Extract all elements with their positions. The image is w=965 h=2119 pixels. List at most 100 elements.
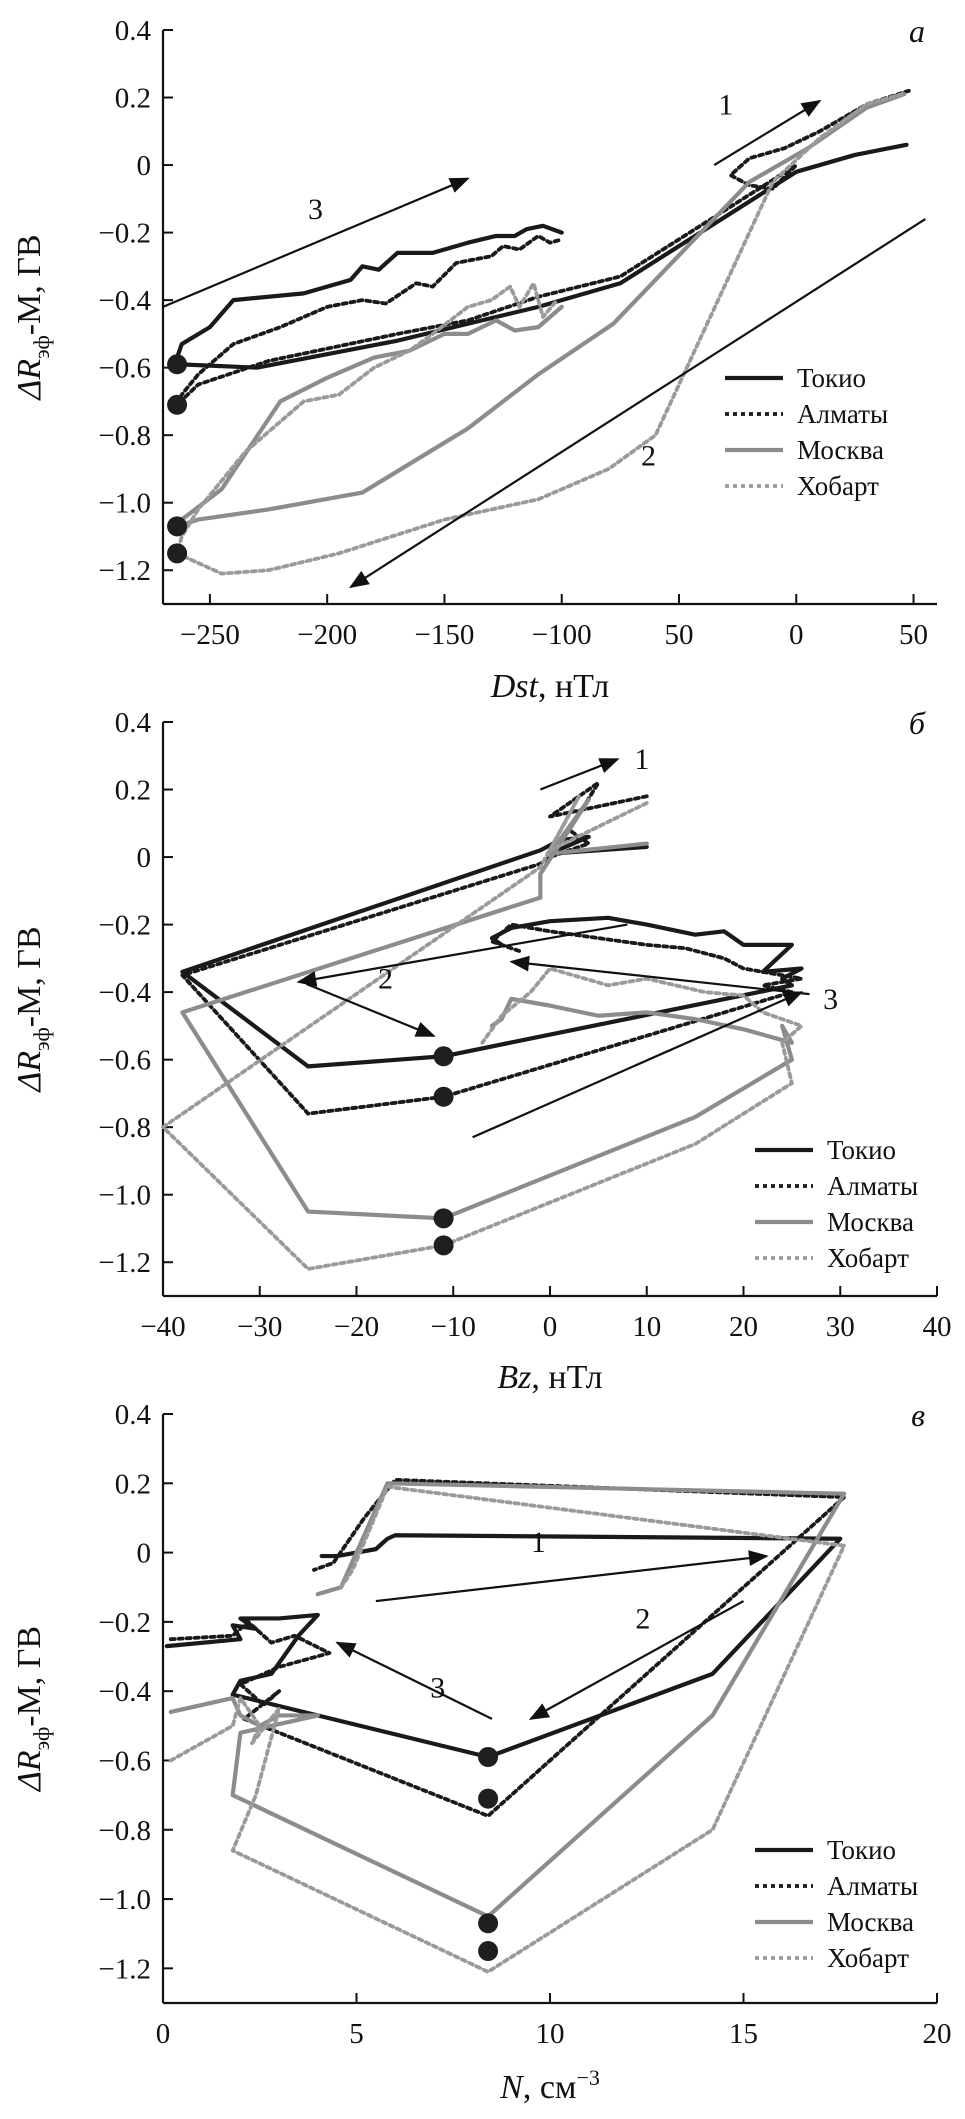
annotation-arrow <box>296 923 628 987</box>
x-tick-label: 0 <box>789 619 804 651</box>
x-tick-label: −200 <box>297 619 357 651</box>
legend-label: Москва <box>797 435 884 465</box>
y-axis-label-delta: ΔR <box>11 1750 48 1793</box>
x-tick-label: −30 <box>237 1311 282 1343</box>
series-line-3 <box>168 1484 847 1974</box>
y-axis-label-tail: -M, ГВ <box>11 1626 48 1727</box>
annotation-label: 1 <box>634 743 649 776</box>
x-tick-label: 10 <box>536 2018 565 2050</box>
y-tick-label: −1.2 <box>98 555 151 587</box>
y-axis-label-delta: ΔR <box>11 1051 48 1094</box>
y-tick-label: 0.4 <box>115 707 152 739</box>
legend-label: Алматы <box>827 1871 918 1901</box>
start-marker <box>433 1235 454 1256</box>
annotation-arrow <box>375 1550 769 1603</box>
x-tick-label: 30 <box>826 1311 855 1343</box>
legend-label: Москва <box>827 1907 914 1937</box>
annotation-label: 1 <box>531 1526 546 1559</box>
start-marker <box>167 543 188 564</box>
annotation-label: 2 <box>635 1602 650 1635</box>
start-marker <box>433 1086 454 1107</box>
x-tick-label: 0 <box>543 1311 558 1343</box>
y-tick-label: −1.0 <box>98 1180 151 1212</box>
y-axis-label-subscript: эф <box>29 1727 54 1751</box>
x-axis-label-unit: , см <box>523 2069 577 2106</box>
x-tick-label: 50 <box>899 619 928 651</box>
y-tick-label: 0 <box>137 842 152 874</box>
x-tick-label: 0 <box>156 2018 171 2050</box>
x-tick-label: 15 <box>729 2018 758 2050</box>
annotation-arrow <box>509 955 810 996</box>
annotation-label: 2 <box>641 439 656 472</box>
annotation-label: 2 <box>378 963 393 996</box>
x-axis-label: Bz, нТл <box>497 1359 602 1396</box>
y-axis-label-subscript: эф <box>29 335 54 359</box>
start-marker <box>478 1941 499 1962</box>
y-tick-label: −1.0 <box>98 1884 151 1916</box>
x-tick-label: 40 <box>923 1311 952 1343</box>
y-tick-label: −1.0 <box>98 488 151 520</box>
start-marker <box>433 1046 454 1067</box>
x-tick-label: 20 <box>923 2018 952 2050</box>
start-marker <box>167 394 188 415</box>
y-tick-label: −1.2 <box>98 1247 151 1279</box>
y-tick-label: −0.2 <box>98 1607 151 1639</box>
x-axis-label-symbol: Bz <box>497 1359 531 1396</box>
x-tick-label: −150 <box>415 619 475 651</box>
annotation-arrow <box>335 1641 493 1720</box>
y-tick-label: −0.8 <box>98 420 151 452</box>
legend-label: Москва <box>827 1207 914 1237</box>
start-marker <box>167 354 188 375</box>
series-line-0 <box>180 834 804 1069</box>
annotation-label: 3 <box>308 193 323 226</box>
annotation-arrow <box>539 758 620 791</box>
y-axis-label-delta: ΔR <box>11 359 48 402</box>
y-tick-label: −0.4 <box>98 1676 151 1708</box>
x-tick-label: 10 <box>632 1311 661 1343</box>
y-tick-label: 0 <box>137 1538 152 1570</box>
legend-label: Алматы <box>827 1171 918 1201</box>
x-axis-label-symbol: Dst <box>490 668 540 705</box>
x-tick-label: −250 <box>180 619 240 651</box>
x-tick-label: 5 <box>349 2018 364 2050</box>
legend-label: Хобарт <box>797 471 879 501</box>
x-tick-label: 20 <box>729 1311 758 1343</box>
series-line-2 <box>180 797 794 1221</box>
panel-letter: а <box>909 13 925 49</box>
y-tick-label: −0.2 <box>98 910 151 942</box>
y-tick-label: −0.8 <box>98 1112 151 1144</box>
x-axis-label: Dst, нТл <box>490 668 610 705</box>
annotation-arrow <box>528 1600 745 1720</box>
y-tick-label: 0 <box>137 150 152 182</box>
panel-a-dst: 0.4 0.2 0 −0.2 −0.4 −0.6 −0.8 −1.0 −1.2 −250 −200 −… <box>11 13 937 705</box>
y-tick-label: −1.2 <box>98 1953 151 1985</box>
y-axis-label: ΔRэф-M, ГВ <box>11 926 54 1093</box>
start-marker <box>167 516 188 537</box>
legend-label: Токио <box>797 363 866 393</box>
x-axis-label: N, см−3 <box>499 2065 600 2106</box>
y-axis-label: ΔRэф-M, ГВ <box>11 234 54 401</box>
x-tick-label: −20 <box>334 1311 379 1343</box>
annotation-label: 3 <box>823 983 838 1016</box>
legend-label: Алматы <box>797 399 888 429</box>
y-tick-label: 0.2 <box>115 83 151 115</box>
annotation-arrow <box>348 218 926 589</box>
y-tick-label: −0.6 <box>98 353 151 385</box>
series-line-0 <box>172 142 909 370</box>
x-axis-label-unit: , нТл <box>531 1359 602 1396</box>
y-tick-label: −0.8 <box>98 1815 151 1847</box>
legend-label: Токио <box>827 1835 896 1865</box>
y-tick-label: 0.4 <box>115 1399 152 1431</box>
start-marker <box>478 1788 499 1809</box>
y-tick-label: 0.2 <box>115 775 151 807</box>
y-tick-label: −0.4 <box>98 285 151 317</box>
legend-label: Хобарт <box>827 1943 909 1973</box>
annotation-label: 1 <box>718 88 733 121</box>
panel-letter: в <box>911 1397 925 1433</box>
x-axis-label-superscript: −3 <box>576 2065 599 2090</box>
y-tick-label: −0.6 <box>98 1045 151 1077</box>
y-tick-label: −0.4 <box>98 977 151 1009</box>
x-tick-label: −40 <box>140 1311 185 1343</box>
annotation-arrow <box>472 991 804 1139</box>
